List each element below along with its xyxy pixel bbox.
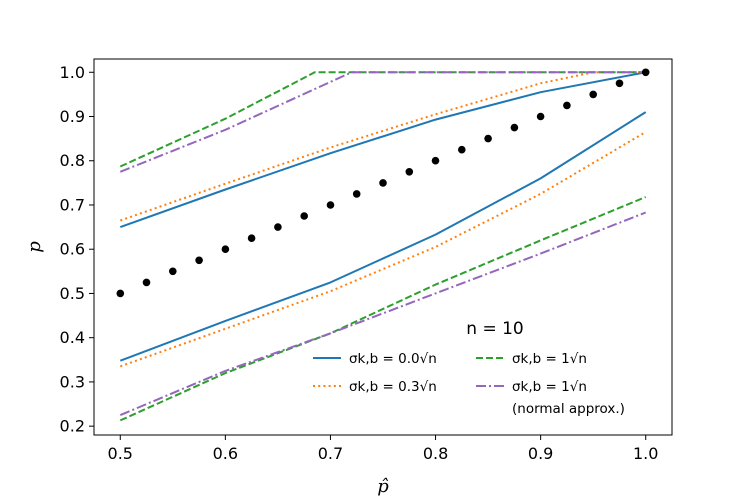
series-line-2-lower xyxy=(119,196,647,422)
data-point xyxy=(352,190,361,198)
x-tick-label: 0.5 xyxy=(108,444,133,463)
data-point xyxy=(431,156,440,165)
legend-label-purple: σk,b = 1√n xyxy=(512,379,587,395)
data-point xyxy=(589,90,597,99)
data-point xyxy=(326,201,335,209)
points-layer xyxy=(116,68,650,298)
data-point xyxy=(563,101,571,110)
x-axis-label: p̂ xyxy=(377,476,389,497)
y-tick-label: 0.3 xyxy=(60,372,85,391)
data-point xyxy=(510,123,519,132)
y-tick-label: 0.7 xyxy=(60,195,85,214)
y-tick-label: 0.5 xyxy=(60,284,85,303)
series-layer xyxy=(119,71,647,422)
x-axis: 0.5 0.6 0.7 0.8 0.9 1.0 xyxy=(108,435,658,463)
legend-title: n = 10 xyxy=(466,319,523,339)
data-point xyxy=(484,134,492,143)
data-point xyxy=(221,245,230,253)
data-point xyxy=(641,68,650,77)
y-tick-label: 0.2 xyxy=(60,417,85,436)
data-point xyxy=(116,289,125,298)
legend-label-blue: σk,b = 0.0√n xyxy=(349,351,437,367)
data-point xyxy=(169,267,177,276)
data-point xyxy=(195,256,203,265)
series-line-3-upper xyxy=(119,71,646,173)
series-line-3-lower xyxy=(119,211,647,417)
data-point xyxy=(536,112,545,121)
y-tick-label: 0.9 xyxy=(60,107,85,126)
data-point xyxy=(379,179,387,187)
series-line-0-lower xyxy=(119,111,647,362)
y-tick-label: 0.4 xyxy=(60,328,85,347)
legend-label-orange: σk,b = 0.3√n xyxy=(349,379,437,395)
legend-label-green: σk,b = 1√n xyxy=(512,351,587,367)
data-point xyxy=(405,168,414,176)
data-point xyxy=(458,145,466,154)
y-axis: 0.2 0.3 0.4 0.5 0.6 0.7 0.8 0.9 1.0 xyxy=(60,63,94,436)
x-tick-label: 0.6 xyxy=(213,444,238,463)
data-point xyxy=(142,278,151,287)
x-tick-label: 0.9 xyxy=(528,444,553,463)
y-tick-label: 0.6 xyxy=(60,240,85,259)
data-point xyxy=(247,234,256,242)
x-tick-label: 1.0 xyxy=(633,444,658,463)
legend: n = 10 σk,b = 0.0√n σk,b = 0.3√n σk,b = … xyxy=(313,319,625,417)
y-axis-label: p xyxy=(24,241,45,253)
data-point xyxy=(615,79,624,88)
y-tick-label: 0.8 xyxy=(60,151,85,170)
plot-frame xyxy=(93,58,673,436)
data-point xyxy=(300,212,309,220)
x-tick-label: 0.7 xyxy=(318,444,343,463)
y-tick-label: 1.0 xyxy=(60,63,85,82)
data-point xyxy=(274,223,282,231)
legend-label-purple-note: (normal approx.) xyxy=(512,401,625,417)
series-line-0-upper xyxy=(119,71,646,229)
x-tick-label: 0.8 xyxy=(423,444,448,463)
